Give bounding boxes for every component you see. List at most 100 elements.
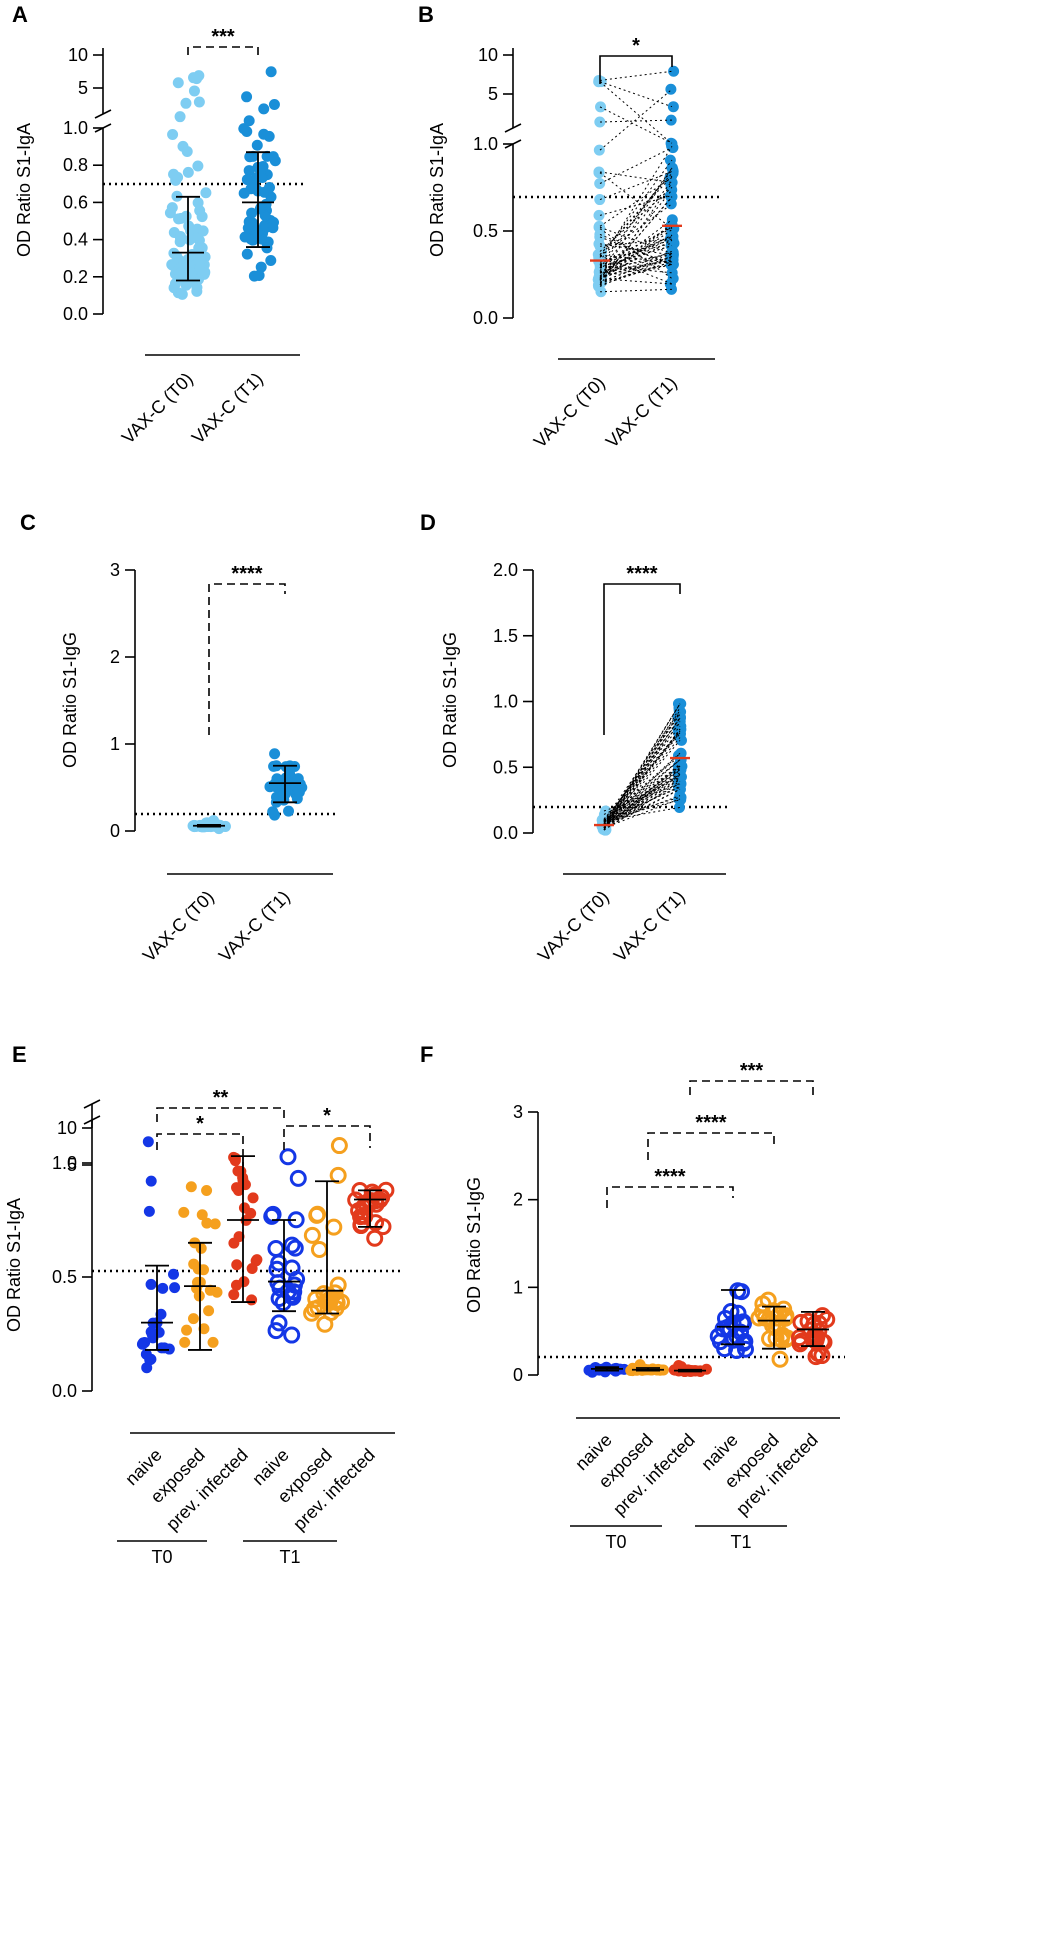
significance-bracket bbox=[187, 46, 259, 55]
paired-line bbox=[599, 119, 673, 123]
data-point bbox=[172, 171, 184, 183]
data-point bbox=[181, 145, 193, 157]
data-point bbox=[201, 1217, 213, 1229]
paired-line bbox=[599, 88, 673, 151]
paired-line bbox=[599, 106, 673, 144]
y-tick-label: 5 bbox=[488, 84, 498, 104]
significance-bracket bbox=[156, 1107, 285, 1122]
significance-bracket bbox=[283, 1125, 371, 1150]
data-point bbox=[327, 1292, 345, 1310]
data-point bbox=[329, 1276, 347, 1294]
significance-bracket bbox=[689, 1080, 814, 1100]
y-axis-label: OD Ratio S1-IgG bbox=[464, 1177, 484, 1313]
data-point bbox=[281, 784, 293, 796]
data-point bbox=[196, 211, 208, 223]
data-point bbox=[181, 1324, 193, 1336]
data-point bbox=[267, 806, 279, 818]
data-point bbox=[142, 1136, 154, 1148]
axis-break-mark bbox=[504, 123, 522, 133]
data-point bbox=[188, 85, 200, 97]
data-point bbox=[303, 1226, 321, 1244]
y-tick-label: 2.0 bbox=[493, 560, 518, 580]
data-point bbox=[267, 222, 279, 234]
axis-break-mark bbox=[94, 109, 112, 119]
data-point bbox=[254, 203, 266, 215]
data-point bbox=[136, 1338, 148, 1350]
y-tick-label: 5 bbox=[67, 1155, 77, 1175]
data-point bbox=[231, 1259, 243, 1271]
y-axis-label: OD Ratio S1-IgG bbox=[60, 632, 80, 768]
data-point bbox=[247, 1192, 259, 1204]
y-tick-label: 0.8 bbox=[63, 155, 88, 175]
data-point bbox=[185, 1181, 197, 1193]
paired-line bbox=[603, 795, 681, 825]
data-point bbox=[799, 1312, 817, 1330]
data-point bbox=[166, 202, 178, 214]
y-tick-label: 0.5 bbox=[52, 1267, 77, 1287]
paired-line bbox=[599, 239, 673, 279]
data-point bbox=[258, 128, 270, 140]
data-point bbox=[233, 1184, 245, 1196]
significance-label: *** bbox=[211, 26, 235, 48]
paired-line bbox=[599, 235, 673, 281]
significance-label: **** bbox=[231, 563, 262, 585]
data-point bbox=[145, 1175, 157, 1187]
data-point bbox=[270, 781, 282, 793]
data-point bbox=[594, 194, 606, 206]
y-tick-label: 10 bbox=[57, 1118, 77, 1138]
data-point bbox=[267, 1322, 285, 1340]
paired-line bbox=[599, 229, 673, 281]
data-point bbox=[593, 76, 605, 88]
y-tick-label: 0.0 bbox=[52, 1381, 77, 1401]
significance-bracket bbox=[156, 1133, 244, 1166]
paired-line bbox=[599, 278, 673, 285]
x-tick-label: VAX-C (T0) bbox=[139, 887, 218, 966]
data-point bbox=[593, 166, 605, 178]
data-point bbox=[246, 1294, 258, 1306]
paired-line bbox=[599, 264, 673, 277]
data-point bbox=[771, 1350, 789, 1368]
data-point bbox=[256, 164, 268, 176]
paired-line bbox=[599, 234, 673, 273]
y-tick-label: 0.6 bbox=[63, 192, 88, 212]
data-point bbox=[184, 234, 196, 246]
significance-bracket bbox=[603, 583, 681, 735]
data-point bbox=[666, 259, 678, 271]
significance-bracket bbox=[208, 583, 286, 735]
y-tick-label: 1 bbox=[110, 734, 120, 754]
data-point bbox=[291, 793, 303, 805]
paired-line bbox=[599, 70, 673, 81]
panel-letter: E bbox=[12, 1042, 27, 1067]
paired-line bbox=[599, 288, 673, 293]
paired-line bbox=[599, 257, 673, 269]
paired-line bbox=[599, 180, 673, 272]
data-point bbox=[767, 1329, 785, 1347]
x-tick-label: VAX-C (T1) bbox=[188, 369, 267, 448]
data-point bbox=[265, 254, 277, 266]
data-point bbox=[229, 1152, 241, 1164]
data-point bbox=[246, 1262, 258, 1274]
paired-line bbox=[599, 226, 673, 265]
y-tick-label: 1.0 bbox=[63, 118, 88, 138]
data-point bbox=[245, 1207, 257, 1219]
y-tick-label: 10 bbox=[68, 45, 88, 65]
paired-line bbox=[603, 703, 681, 826]
data-point bbox=[172, 77, 184, 89]
data-point bbox=[736, 1340, 754, 1358]
paired-line bbox=[599, 196, 673, 281]
data-point bbox=[667, 101, 679, 113]
y-axis-label: OD Ratio S1-IgG bbox=[440, 632, 460, 768]
data-point bbox=[325, 1218, 343, 1236]
data-point bbox=[305, 1300, 323, 1318]
paired-line bbox=[599, 263, 673, 283]
paired-line bbox=[603, 740, 681, 829]
paired-line bbox=[599, 261, 673, 284]
y-tick-label: 0.0 bbox=[493, 823, 518, 843]
significance-bracket bbox=[647, 1132, 775, 1160]
panel-letter: A bbox=[12, 2, 28, 27]
group-label: T1 bbox=[730, 1532, 751, 1552]
group-label: T1 bbox=[279, 1547, 300, 1567]
data-point bbox=[667, 246, 679, 258]
data-point bbox=[668, 65, 680, 77]
